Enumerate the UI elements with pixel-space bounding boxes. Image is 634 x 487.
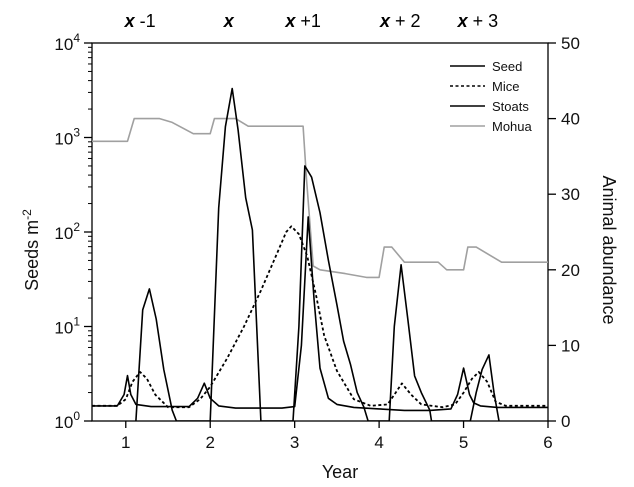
series-mohua-line bbox=[92, 117, 548, 279]
x-tick-label: 4 bbox=[374, 433, 383, 452]
year-label: x bbox=[223, 11, 235, 31]
series-stoats-line bbox=[92, 216, 548, 412]
x-tick-label: 3 bbox=[290, 433, 299, 452]
year-label-offset: -1 bbox=[135, 11, 156, 31]
year-label-symbol: x bbox=[284, 11, 296, 31]
legend: Seed Mice Stoats Mohua bbox=[450, 59, 533, 134]
x-tick-label: 2 bbox=[205, 433, 214, 452]
y-left-tick-exponent: 3 bbox=[73, 126, 80, 140]
y-left-tick-exponent: 2 bbox=[73, 220, 80, 234]
year-label-offset: +1 bbox=[295, 11, 321, 31]
y-left-axis-title-exponent: -2 bbox=[20, 209, 34, 220]
year-label-symbol: x bbox=[223, 11, 235, 31]
legend-label-mohua: Mohua bbox=[492, 119, 533, 134]
year-label-offset: + 3 bbox=[468, 11, 499, 31]
y-right-tick-label: 10 bbox=[561, 336, 580, 355]
y-left-tick-label: 100 bbox=[54, 409, 80, 432]
y-left-tick-label: 104 bbox=[54, 31, 80, 54]
series-seed-line bbox=[135, 87, 500, 421]
legend-label-mice: Mice bbox=[492, 79, 519, 94]
x-axis-title: Year bbox=[322, 462, 358, 482]
y-left-tick-base: 10 bbox=[54, 413, 73, 432]
y-right-tick-label: 50 bbox=[561, 34, 580, 53]
year-label: x -1 bbox=[124, 11, 156, 31]
y-left-tick-base: 10 bbox=[54, 319, 73, 338]
y-left-tick-label: 102 bbox=[54, 220, 80, 243]
y-left-tick-base: 10 bbox=[54, 130, 73, 149]
year-label-offset: + 2 bbox=[390, 11, 421, 31]
year-label-symbol: x bbox=[379, 11, 391, 31]
y-right-tick-label: 40 bbox=[561, 110, 580, 129]
year-label: x +1 bbox=[284, 11, 321, 31]
x-tick-label: 6 bbox=[543, 433, 552, 452]
legend-label-stoats: Stoats bbox=[492, 99, 529, 114]
series-layer bbox=[92, 87, 548, 421]
year-label: x + 3 bbox=[457, 11, 499, 31]
y-left-axis-title-main: Seeds m bbox=[22, 220, 42, 291]
y-right-axis-title: Animal abundance bbox=[599, 175, 619, 324]
y-left-tick-exponent: 4 bbox=[73, 31, 80, 45]
y-left-tick-label: 103 bbox=[54, 126, 80, 149]
y-right-tick-label: 0 bbox=[561, 412, 570, 431]
y-left-tick-exponent: 1 bbox=[73, 315, 80, 329]
y-left-tick-base: 10 bbox=[54, 35, 73, 54]
y-right-tick-label: 20 bbox=[561, 261, 580, 280]
y-left-tick-base: 10 bbox=[54, 224, 73, 243]
x-tick-label: 5 bbox=[459, 433, 468, 452]
year-label-symbol: x bbox=[124, 11, 136, 31]
legend-label-seed: Seed bbox=[492, 59, 522, 74]
y-left-tick-label: 101 bbox=[54, 315, 80, 338]
y-left-tick-exponent: 0 bbox=[73, 409, 80, 423]
year-label-symbol: x bbox=[457, 11, 469, 31]
year-label: x + 2 bbox=[379, 11, 421, 31]
x-tick-label: 1 bbox=[121, 433, 130, 452]
y-right-tick-label: 30 bbox=[561, 185, 580, 204]
y-left-axis-title: Seeds m-2 bbox=[20, 209, 42, 291]
